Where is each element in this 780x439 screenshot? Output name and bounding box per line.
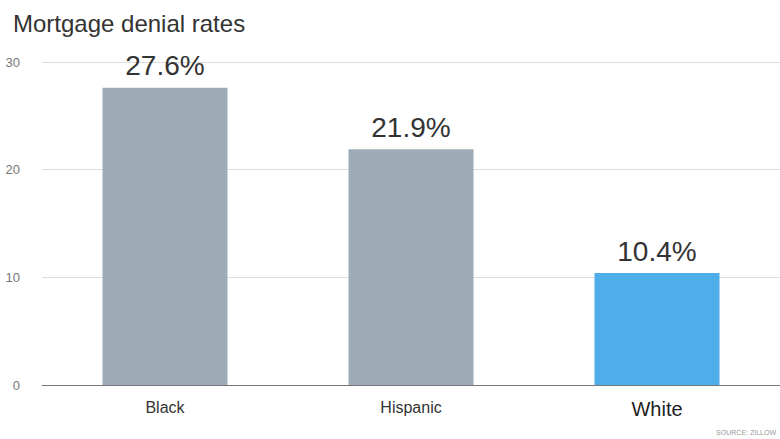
- svg-text:30: 30: [6, 55, 20, 70]
- svg-text:Mortgage denial rates: Mortgage denial rates: [13, 10, 245, 37]
- svg-text:Black: Black: [145, 399, 185, 416]
- svg-text:White: White: [631, 398, 682, 420]
- svg-text:0: 0: [13, 378, 20, 393]
- svg-text:27.6%: 27.6%: [125, 50, 204, 81]
- svg-text:21.9%: 21.9%: [371, 112, 450, 143]
- svg-text:10: 10: [6, 270, 20, 285]
- svg-text:10.4%: 10.4%: [617, 236, 696, 267]
- svg-text:20: 20: [6, 162, 20, 177]
- svg-text:Hispanic: Hispanic: [380, 399, 441, 416]
- svg-text:SOURCE: ZILLOW: SOURCE: ZILLOW: [716, 429, 776, 436]
